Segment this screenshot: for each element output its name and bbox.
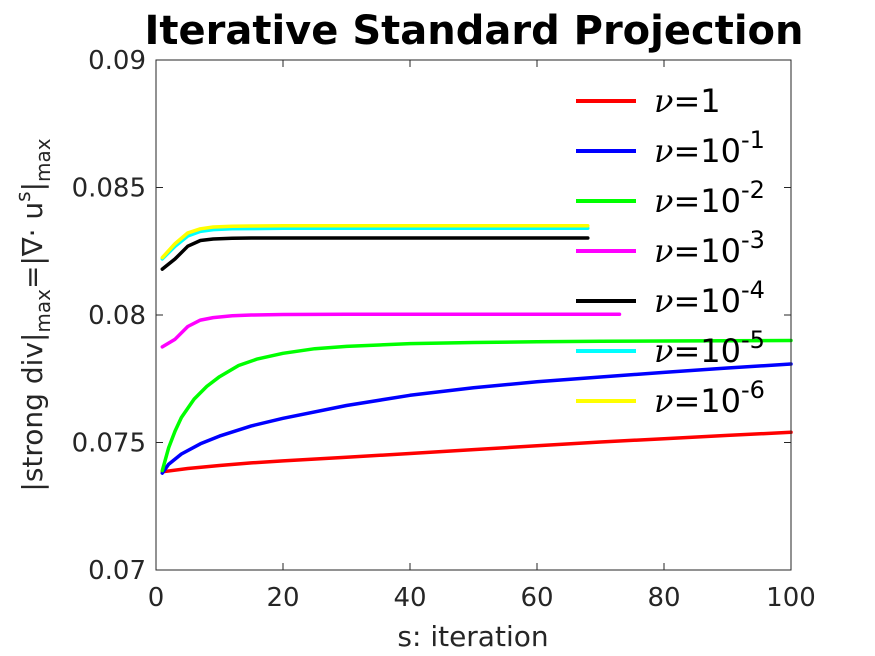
y-axis-label-sub-a: max — [31, 289, 55, 333]
legend-base: =10 — [673, 232, 741, 270]
legend-label-5: ν=10-4 — [654, 276, 765, 320]
y-axis-label-sub-c: max — [31, 138, 55, 182]
legend-exponent: -5 — [741, 326, 765, 354]
legend-nu-symbol: ν — [654, 232, 673, 270]
series-line-7 — [160, 223, 590, 260]
legend-base: =10 — [673, 132, 741, 170]
x-tick-label: 60 — [520, 583, 553, 613]
y-tick-label: 0.08 — [88, 301, 146, 331]
legend-label-2: ν=10-1 — [654, 126, 765, 170]
legend-nu-symbol: ν — [654, 132, 673, 170]
legend-label-1: ν=1 — [654, 82, 721, 120]
y-tick-label: 0.075 — [72, 429, 146, 459]
series-line-6 — [160, 226, 590, 261]
y-axis-label-part-b: =|∇· u — [16, 202, 49, 289]
series-line-3 — [160, 338, 793, 473]
y-axis-label: |strong div|max=|∇· us|max — [11, 138, 55, 491]
y-tick-label: 0.09 — [88, 46, 146, 76]
legend-label-6: ν=10-5 — [654, 326, 765, 370]
legend-label-4: ν=10-3 — [654, 226, 765, 270]
legend-label-7: ν=10-6 — [654, 376, 765, 420]
legend-exponent: -2 — [741, 176, 765, 204]
series-line-5 — [160, 236, 590, 271]
x-tick-label: 40 — [393, 583, 426, 613]
y-tick-label: 0.085 — [72, 174, 146, 204]
legend-exponent: -3 — [741, 226, 765, 254]
tick-layer: 0 20 40 60 80 100 0.07 0.075 0.08 0.085 0.09 — [72, 46, 816, 613]
y-tick-label: 0.07 — [88, 556, 146, 586]
x-tick-label: 0 — [148, 583, 165, 613]
series-layer — [160, 223, 793, 475]
legend-label-3: ν=10-2 — [654, 176, 765, 220]
legend: ν=1ν=10-1ν=10-2ν=10-3ν=10-4ν=10-5ν=10-6 — [576, 82, 765, 420]
chart-title: Iterative Standard Projection — [145, 8, 804, 54]
legend-base: =1 — [673, 82, 720, 120]
y-axis-label-sup-b: s — [11, 191, 35, 201]
legend-base: =10 — [673, 282, 741, 320]
y-axis-label-part-c: | — [16, 182, 49, 191]
legend-base: =10 — [673, 332, 741, 370]
x-tick-label: 20 — [266, 583, 299, 613]
legend-nu-symbol: ν — [654, 382, 673, 420]
legend-exponent: -6 — [741, 376, 765, 404]
series-line-2 — [160, 362, 793, 475]
legend-nu-symbol: ν — [654, 82, 673, 120]
legend-nu-symbol: ν — [654, 332, 673, 370]
legend-nu-symbol: ν — [654, 182, 673, 220]
series-line-4 — [160, 312, 622, 349]
legend-nu-symbol: ν — [654, 282, 673, 320]
x-tick-label: 80 — [647, 583, 680, 613]
x-tick-label: 100 — [766, 583, 816, 613]
x-axis-label: s: iteration — [397, 620, 548, 653]
legend-base: =10 — [673, 382, 741, 420]
legend-exponent: -4 — [741, 276, 765, 304]
legend-base: =10 — [673, 182, 741, 220]
series-line-1 — [160, 430, 793, 474]
y-axis-label-part-a: |strong div| — [16, 333, 49, 492]
legend-exponent: -1 — [741, 126, 765, 154]
